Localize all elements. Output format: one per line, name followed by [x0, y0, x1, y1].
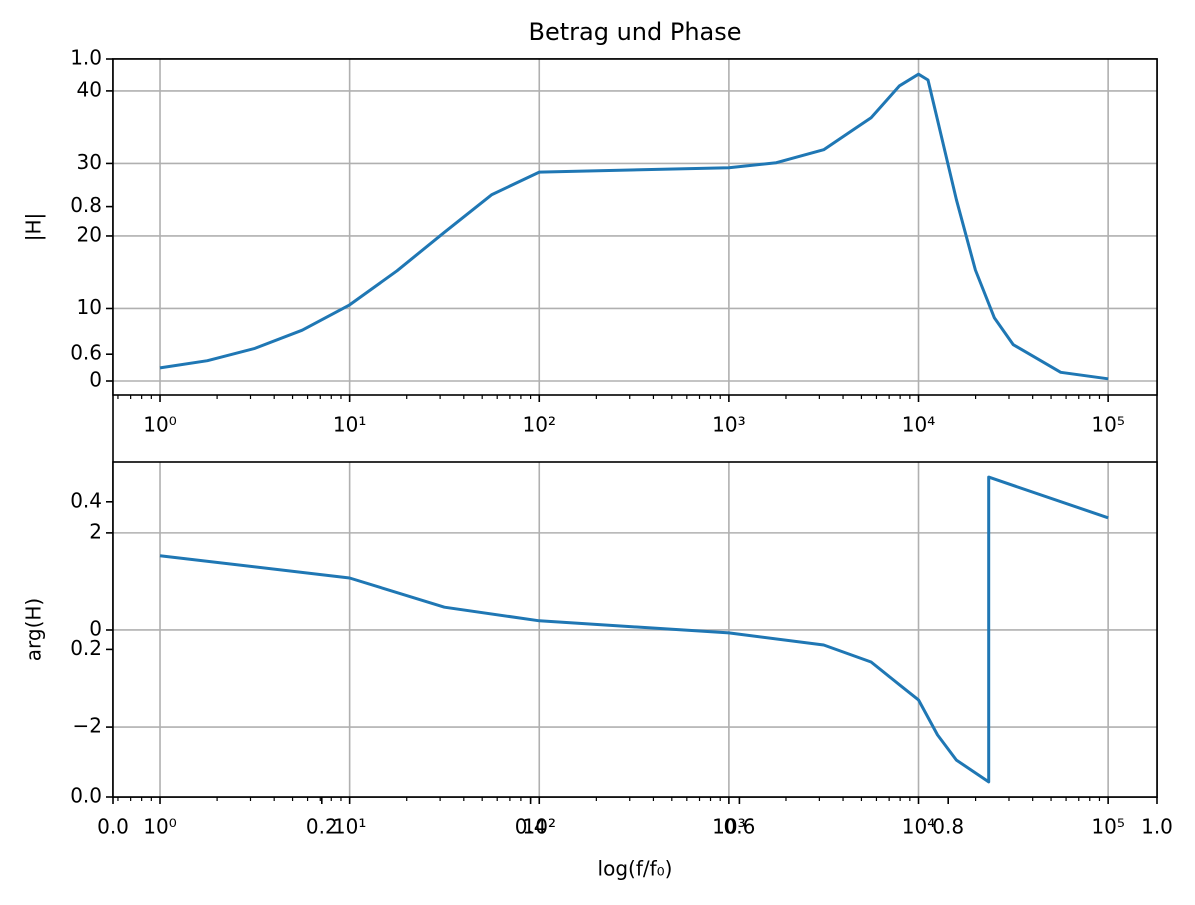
x-tick-label: 10²: [523, 413, 556, 437]
x-tick-label: 10⁰: [143, 413, 176, 437]
x-tick-label: 10²: [523, 815, 556, 839]
x-tick-label: 10¹: [333, 815, 366, 839]
y-tick-label: 0: [89, 368, 102, 392]
x-tick-label: 10⁵: [1091, 413, 1124, 437]
x-tick-label: 10⁴: [902, 815, 935, 839]
y-tick-label: 30: [77, 150, 102, 174]
y-tick-label: 2: [89, 519, 102, 543]
x-tick-label: 10⁰: [143, 815, 176, 839]
x-tick-label: 0.2: [306, 815, 338, 839]
y-axis-label: arg(H): [22, 598, 46, 661]
y-tick-label: 0.0: [70, 784, 102, 808]
y-tick-label: 1.0: [70, 46, 102, 70]
y-tick-label: 0.2: [70, 636, 102, 660]
x-tick-label: 10¹: [333, 413, 366, 437]
data-line: [159, 72, 1109, 381]
x-tick-label: 0.8: [932, 815, 964, 839]
axes-frame: [112, 58, 1158, 396]
y-tick-label: 0.4: [70, 488, 102, 512]
x-tick-label: 10³: [712, 815, 745, 839]
y-tick-label: 40: [77, 77, 102, 101]
chart-title: Betrag und Phase: [528, 18, 741, 46]
x-tick-label: 1.0: [1141, 815, 1173, 839]
x-tick-label: 0.6: [723, 815, 755, 839]
y-tick-label: 0.6: [70, 341, 102, 365]
axes-background: [113, 59, 1157, 395]
x-tick-label: 0.4: [515, 815, 547, 839]
y-tick-label: −2: [73, 714, 102, 738]
x-tick-label: 10⁵: [1091, 815, 1124, 839]
y-tick-label: 10: [77, 295, 102, 319]
x-axis-label: log(f/f₀): [598, 857, 673, 881]
x-tick-label: 10⁴: [902, 413, 935, 437]
y-tick-label: 0.8: [70, 193, 102, 217]
y-axis-label: |H|: [22, 213, 46, 242]
x-tick-label: 0.0: [97, 815, 129, 839]
y-tick-label: 20: [77, 222, 102, 246]
data-line: [159, 475, 1109, 784]
y-tick-label: 0: [89, 616, 102, 640]
x-tick-label: 10³: [712, 413, 745, 437]
